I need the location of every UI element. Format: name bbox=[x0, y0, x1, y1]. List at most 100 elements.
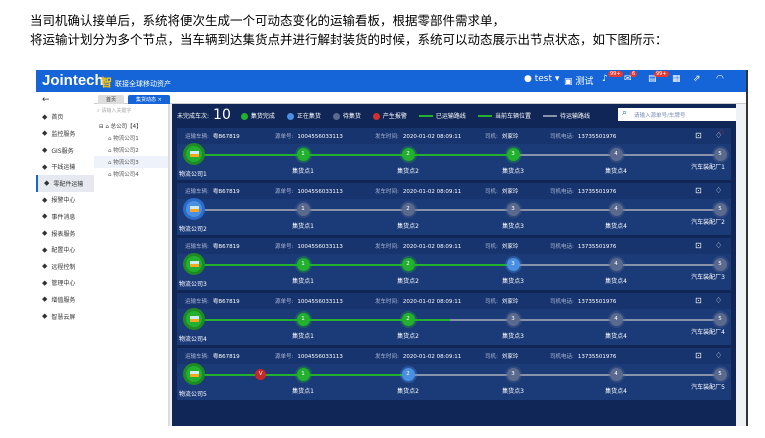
collection-node[interactable]: 3 bbox=[506, 313, 520, 326]
tree-node[interactable]: ⌂ 物流公司3 bbox=[94, 156, 168, 168]
collection-node[interactable]: 3 bbox=[506, 258, 520, 271]
collection-node[interactable]: 2 bbox=[401, 368, 415, 381]
collection-node[interactable]: 5 bbox=[713, 368, 727, 381]
tab-collection-dynamic[interactable]: 集货动态 × bbox=[128, 95, 170, 104]
tree-node-label: 物流公司3 bbox=[113, 160, 139, 166]
tab-home[interactable]: 首页 bbox=[98, 95, 125, 104]
tree-search-input[interactable]: ⌕ 请输入关键字 bbox=[97, 108, 132, 114]
bell-icon[interactable]: ♪ 99+ bbox=[602, 71, 623, 84]
sidebar-item[interactable]: ◆ 增值服务 bbox=[36, 291, 94, 308]
origin-node[interactable] bbox=[183, 253, 205, 275]
sidebar-item[interactable]: ◆ 智慧云屏 bbox=[36, 308, 94, 325]
sidebar-item[interactable]: ◆ 管理中心 bbox=[36, 275, 94, 292]
unlock-icon[interactable]: ⊡ bbox=[695, 131, 702, 140]
sidebar-item[interactable]: ◆ 零配件运输 bbox=[36, 174, 94, 192]
origin-node[interactable] bbox=[183, 363, 205, 385]
tree-root-label: 总公司【4】 bbox=[110, 124, 142, 130]
collection-node[interactable]: 4 bbox=[609, 258, 623, 271]
tree-node[interactable]: ⌂ 物流公司2 bbox=[94, 144, 168, 156]
node-label: 集货点1 bbox=[292, 168, 314, 175]
sidebar-item[interactable]: ◆ 首页 bbox=[36, 109, 94, 126]
origin-node[interactable] bbox=[183, 308, 205, 330]
origin-node[interactable] bbox=[183, 198, 205, 220]
collection-node[interactable]: 5 bbox=[713, 258, 727, 271]
bell-icon[interactable]: ♢ bbox=[715, 131, 723, 140]
field-label: 司机电话: bbox=[550, 354, 574, 360]
collection-node[interactable]: 4 bbox=[609, 313, 623, 326]
sidebar-item[interactable]: ◆ 报警中心 bbox=[36, 192, 94, 209]
collection-node[interactable]: 5 bbox=[713, 148, 727, 161]
user-menu[interactable]: ● test ▾ bbox=[524, 74, 560, 84]
share-icon[interactable]: ⇗ bbox=[693, 74, 701, 84]
sidebar-item[interactable]: ◆ 事件消息 bbox=[36, 208, 94, 225]
bell-icon[interactable]: ♢ bbox=[715, 351, 723, 360]
legend-label: 正在集货 bbox=[296, 112, 321, 120]
language-button[interactable]: ▣ 测试 bbox=[564, 77, 594, 87]
field-vehicle: 运输车辆: 粤B67819 bbox=[185, 187, 244, 195]
sidebar-item[interactable]: ◆ GIS服务 bbox=[36, 142, 94, 159]
sidebar-item[interactable]: ◆ 远程控制 bbox=[36, 258, 94, 275]
bell-icon[interactable]: ♢ bbox=[715, 186, 723, 195]
headset-icon[interactable]: ◠ bbox=[716, 74, 724, 84]
field-label: 司机: bbox=[485, 134, 498, 140]
field-value: 刘家玲 bbox=[501, 354, 519, 360]
field-vehicle: 运输车辆: 粤B67819 bbox=[185, 132, 244, 140]
field-value: 1004556033113 bbox=[297, 244, 343, 250]
collection-node[interactable]: 2 bbox=[401, 258, 415, 271]
node-label: 集货点4 bbox=[605, 333, 627, 340]
document-icon[interactable]: ▦ bbox=[672, 74, 681, 84]
sidebar-item[interactable]: ◆ 干线运输 bbox=[36, 158, 94, 175]
bell-icon[interactable]: ♢ bbox=[715, 296, 723, 305]
unlock-icon[interactable]: ⊡ bbox=[695, 186, 702, 195]
tree-root[interactable]: ⊟ ⌂ 总公司【4】 bbox=[99, 124, 142, 130]
collection-node[interactable]: 5 bbox=[713, 313, 727, 326]
menu-icon: ◆ bbox=[42, 295, 48, 304]
field-value: 2020-01-02 08:09:11 bbox=[402, 189, 462, 195]
collection-node[interactable]: 3 bbox=[506, 148, 520, 161]
collection-node[interactable]: 1 bbox=[296, 203, 310, 216]
collection-node[interactable]: 3 bbox=[506, 368, 520, 381]
legend-item: 产生报警 bbox=[372, 111, 407, 120]
sidebar-item[interactable]: ◆ 配置中心 bbox=[36, 241, 94, 258]
sidebar-item-label: 报表服务 bbox=[51, 230, 76, 238]
field-driver: 司机: 刘家玲 bbox=[485, 132, 522, 140]
tree-node[interactable]: ⌂ 物流公司4 bbox=[94, 168, 168, 180]
collection-node[interactable]: 4 bbox=[609, 148, 623, 161]
sidebar-item[interactable]: ◆ 报表服务 bbox=[36, 225, 94, 242]
collection-node[interactable]: 4 bbox=[609, 203, 623, 216]
collection-node[interactable]: 2 bbox=[401, 313, 415, 326]
message-icon[interactable]: ✉ 6 bbox=[624, 71, 638, 84]
unlock-icon[interactable]: ⊡ bbox=[695, 351, 702, 360]
collection-node[interactable]: 2 bbox=[401, 148, 415, 161]
collection-node[interactable]: 4 bbox=[609, 368, 623, 381]
field-value: 刘家玲 bbox=[501, 244, 519, 250]
tree-node[interactable]: ⌂ 物流公司1 bbox=[94, 132, 168, 144]
sidebar-item[interactable]: ◆ 监控服务 bbox=[36, 125, 94, 142]
legend-item: 集货完成 bbox=[240, 111, 275, 120]
back-arrow-icon[interactable]: ← bbox=[42, 95, 50, 106]
field-label: 源单号: bbox=[275, 354, 294, 360]
caption-line-2: 将运输计划分为多个节点，当车辆到达集货点并进行解封装货的时候，系统可以动态展示出… bbox=[30, 32, 668, 47]
tree-node-label: 物流公司4 bbox=[113, 172, 139, 178]
field-label: 司机: bbox=[485, 299, 498, 305]
alarm-node[interactable]: V bbox=[255, 369, 267, 380]
collection-node[interactable]: 1 bbox=[296, 313, 310, 326]
unlock-icon[interactable]: ⊡ bbox=[695, 241, 702, 250]
collection-node[interactable]: 3 bbox=[506, 203, 520, 216]
collection-node[interactable]: 1 bbox=[296, 148, 310, 161]
field-value: 2020-01-02 08:09:11 bbox=[402, 134, 462, 140]
legend-label: 产生报警 bbox=[382, 112, 407, 120]
transport-row: 运输车辆: 粤B67819 源单号: 1004556033113 发车时间: 2020-0… bbox=[177, 238, 731, 290]
board-search-input[interactable]: ⌕ 请输入源单号/车牌号 bbox=[618, 108, 736, 121]
node-label: 集货点2 bbox=[397, 168, 419, 175]
collection-node[interactable]: 1 bbox=[296, 368, 310, 381]
bell-icon[interactable]: ♢ bbox=[715, 241, 723, 250]
unlock-icon[interactable]: ⊡ bbox=[695, 296, 702, 305]
collection-node[interactable]: 5 bbox=[713, 203, 727, 216]
mail-icon[interactable]: ▤ 99+ bbox=[648, 71, 669, 84]
collection-node[interactable]: 1 bbox=[296, 258, 310, 271]
origin-node[interactable] bbox=[183, 143, 205, 165]
field-value: 1004556033113 bbox=[297, 189, 343, 195]
user-name: test bbox=[534, 74, 553, 84]
collection-node[interactable]: 2 bbox=[401, 203, 415, 216]
